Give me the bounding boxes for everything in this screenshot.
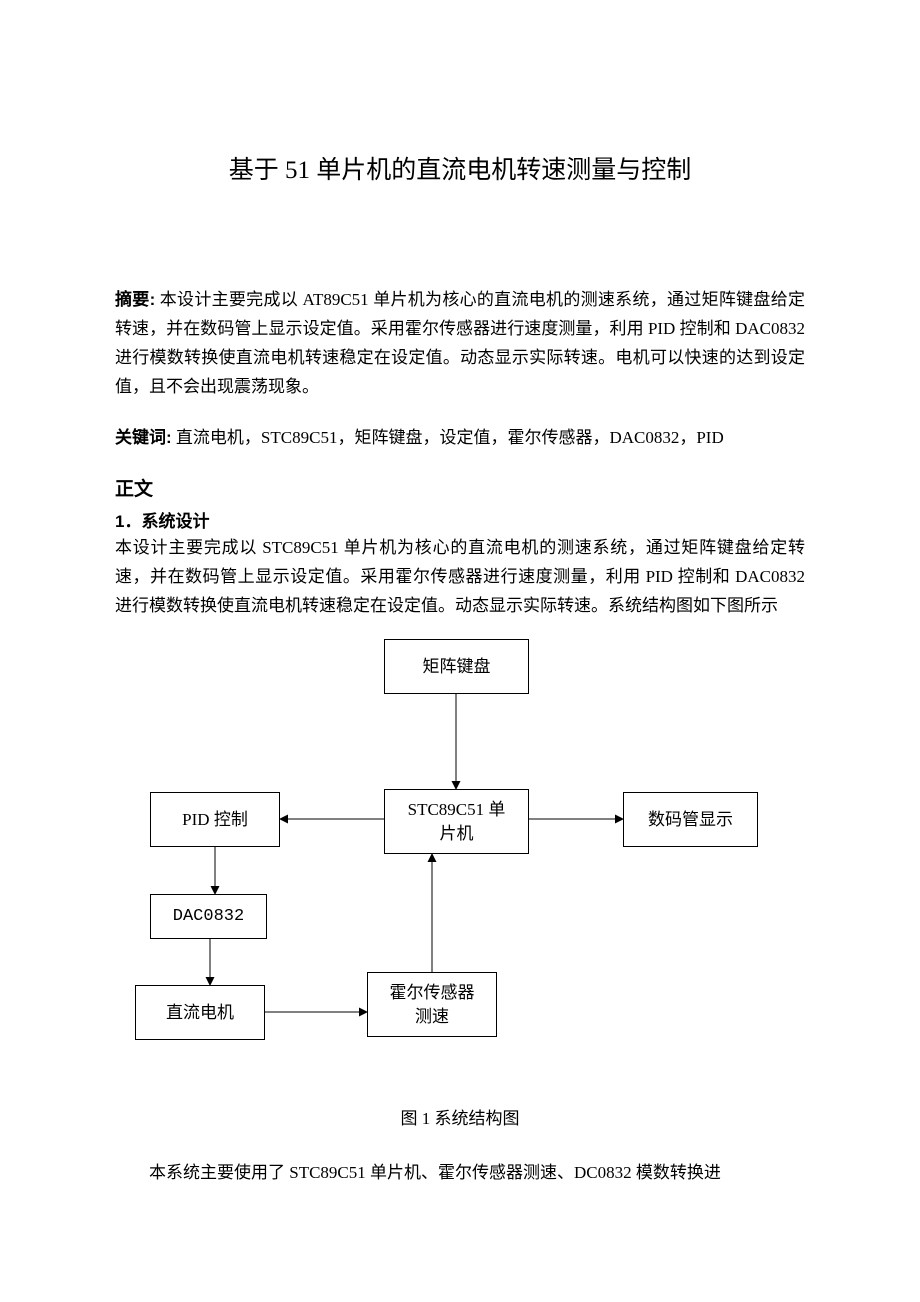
closing-paragraph: 本系统主要使用了 STC89C51 单片机、霍尔传感器测速、DC0832 模数转… (115, 1159, 805, 1188)
diagram-node-pid: PID 控制 (150, 792, 280, 847)
section1-text: 本设计主要完成以 STC89C51 单片机为核心的直流电机的测速系统，通过矩阵键… (115, 534, 805, 621)
diagram-node-display: 数码管显示 (623, 792, 758, 847)
diagram-node-keypad: 矩阵键盘 (384, 639, 529, 694)
diagram-node-hall: 霍尔传感器测速 (367, 972, 497, 1037)
abstract-text: 本设计主要完成以 AT89C51 单片机为核心的直流电机的测速系统，通过矩阵键盘… (115, 290, 805, 396)
abstract: 摘要: 本设计主要完成以 AT89C51 单片机为核心的直流电机的测速系统，通过… (115, 286, 805, 402)
keywords-label: 关键词: (115, 428, 172, 447)
page-title: 基于 51 单片机的直流电机转速测量与控制 (115, 150, 805, 186)
section1-heading: 1．系统设计 (115, 507, 805, 532)
abstract-label: 摘要: (115, 290, 155, 309)
document-page: 基于 51 单片机的直流电机转速测量与控制 摘要: 本设计主要完成以 AT89C… (0, 0, 920, 1248)
body-heading: 正文 (115, 474, 805, 501)
system-diagram: 矩阵键盘 PID 控制 STC89C51 单片机 数码管显示 DAC0832 直流电机 霍尔… (115, 639, 805, 1069)
diagram-node-motor: 直流电机 (135, 985, 265, 1040)
diagram-node-mcu: STC89C51 单片机 (384, 789, 529, 854)
diagram-node-dac: DAC0832 (150, 894, 267, 939)
keywords-text: 直流电机，STC89C51，矩阵键盘，设定值，霍尔传感器，DAC0832，PID (172, 428, 724, 447)
figure-caption: 图 1 系统结构图 (115, 1104, 805, 1129)
keywords: 关键词: 直流电机，STC89C51，矩阵键盘，设定值，霍尔传感器，DAC083… (115, 424, 805, 453)
